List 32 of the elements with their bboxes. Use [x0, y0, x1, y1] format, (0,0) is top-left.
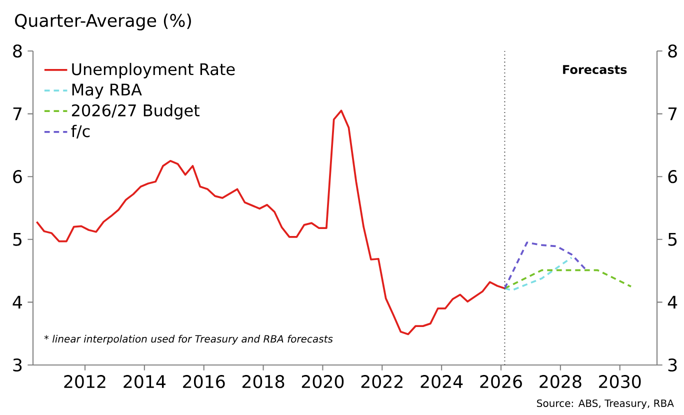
- legend-label: Unemployment Rate: [72, 62, 235, 78]
- line-series: [504, 256, 573, 292]
- x-tick-label: 2028: [540, 375, 582, 388]
- chart-subtitle: Quarter-Average (%): [15, 14, 191, 30]
- y-tick-label: 4: [12, 296, 22, 309]
- x-tick-label: 2022: [361, 375, 402, 388]
- line-series: [504, 242, 588, 290]
- x-tick-label: 2018: [242, 375, 284, 388]
- y-tick-label: 6: [13, 170, 22, 184]
- x-tick-label: 2030: [599, 375, 641, 388]
- y-tick-label: 3: [13, 358, 22, 372]
- annotation: Forecasts: [563, 65, 627, 74]
- y2-tick-label: 7: [668, 107, 677, 120]
- y2-tick-label: 6: [668, 170, 677, 184]
- legend-label: May RBA: [72, 84, 142, 99]
- y2-tick-label: 4: [668, 296, 678, 309]
- legend-label: f/c: [71, 124, 90, 138]
- y2-tick-label: 5: [668, 232, 677, 246]
- x-tick-label: 2026: [480, 375, 522, 388]
- y-tick-label: 8: [13, 44, 22, 58]
- annotation: * linear interpolation used for Treasury and RBA forecasts: [44, 334, 333, 345]
- x-tick-label: 2014: [124, 375, 166, 388]
- x-tick-label: 2024: [420, 375, 463, 388]
- x-tick-label: 2016: [183, 375, 225, 388]
- x-tick-label: 2012: [64, 375, 106, 388]
- y-tick-label: 5: [13, 232, 22, 246]
- y-tick-label: 7: [13, 107, 22, 120]
- y2-tick-label: 3: [668, 358, 677, 372]
- x-tick-label: 2020: [302, 375, 344, 388]
- legend-label: 2026/27 Budget: [72, 104, 200, 120]
- source-note: Source: ABS, Treasury, RBA: [537, 399, 674, 409]
- y2-tick-label: 8: [668, 44, 677, 58]
